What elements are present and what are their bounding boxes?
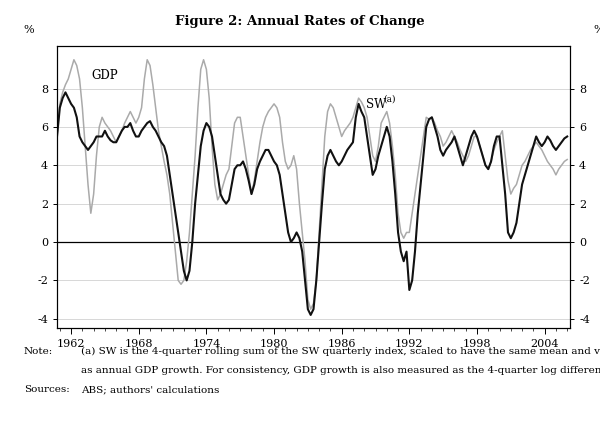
Text: (a) SW is the 4-quarter rolling sum of the SW quarterly index, scaled to have th: (a) SW is the 4-quarter rolling sum of t… [81, 347, 600, 357]
Text: Note:: Note: [24, 347, 53, 356]
Text: (a): (a) [383, 95, 396, 104]
Text: Sources:: Sources: [24, 385, 70, 394]
Text: ABS; authors' calculations: ABS; authors' calculations [81, 385, 220, 394]
Text: %: % [23, 25, 34, 35]
Text: SW: SW [367, 98, 387, 111]
Text: as annual GDP growth. For consistency, GDP growth is also measured as the 4-quar: as annual GDP growth. For consistency, G… [81, 366, 600, 375]
Text: %: % [593, 25, 600, 35]
Text: Figure 2: Annual Rates of Change: Figure 2: Annual Rates of Change [175, 15, 425, 28]
Text: GDP: GDP [91, 69, 118, 82]
